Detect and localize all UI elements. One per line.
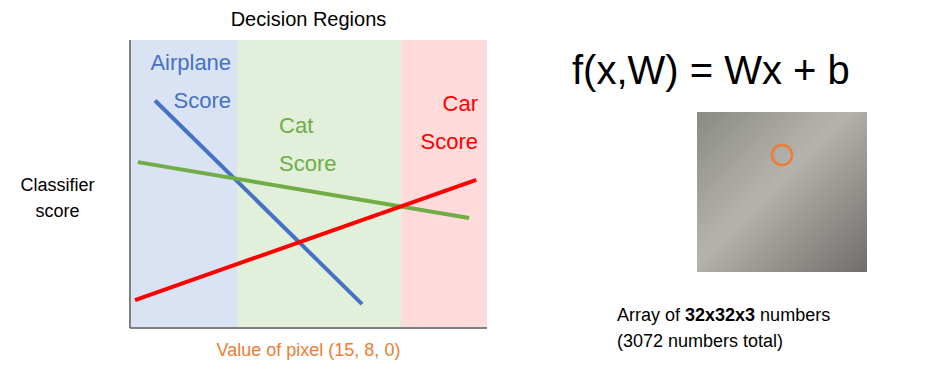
svg-text:AirplaneScore: AirplaneScore (150, 50, 231, 113)
html-text:f(x,W) = Wx + b: f(x,W) = Wx + b (572, 48, 850, 92)
html-text:Decision Regions: Decision Regions (230, 8, 387, 30)
html-text:Array of 32x32x3 numbers: Array of 32x32x3 numbers (617, 305, 831, 325)
html-text:Classifier score: Classifier score (20, 175, 95, 221)
svg-text:CatScore: CatScore (279, 113, 336, 176)
html-text:Value of pixel (15, 8, 0): Value of pixel (15, 8, 0) (216, 340, 401, 360)
html-text:(3072 numbers total): (3072 numbers total) (617, 331, 784, 351)
svg-text:CarScore: CarScore (421, 91, 478, 154)
